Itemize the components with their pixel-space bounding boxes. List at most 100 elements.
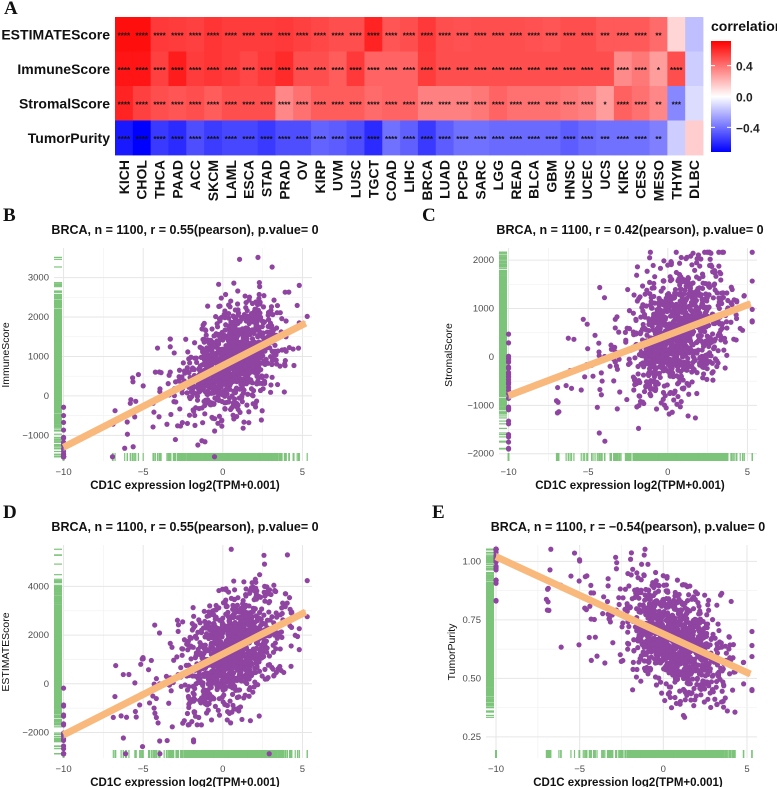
heatmap-cell bbox=[328, 86, 348, 121]
data-point bbox=[151, 409, 157, 415]
data-point bbox=[246, 294, 253, 300]
y-tick-label: 3000 bbox=[28, 273, 49, 284]
significance-stars: **** bbox=[403, 66, 416, 75]
significance-stars: **** bbox=[385, 135, 398, 144]
data-point bbox=[235, 312, 241, 318]
significance-stars: **** bbox=[296, 66, 309, 75]
data-point bbox=[232, 319, 238, 325]
heatmap-cell bbox=[168, 17, 187, 52]
heatmap-cell bbox=[578, 86, 597, 121]
heatmap-cell bbox=[631, 17, 650, 52]
significance-stars: **** bbox=[617, 135, 630, 144]
data-point bbox=[232, 307, 238, 313]
significance-stars: **** bbox=[634, 135, 647, 144]
data-point bbox=[211, 352, 217, 358]
significance-stars: **** bbox=[260, 100, 273, 109]
heatmap-cell bbox=[435, 17, 454, 52]
data-point bbox=[203, 332, 209, 338]
heatmap-cell bbox=[578, 120, 597, 156]
data-point bbox=[205, 346, 212, 353]
significance-stars: **** bbox=[118, 31, 131, 40]
data-point bbox=[210, 415, 216, 421]
heatmap-cell bbox=[311, 17, 330, 52]
data-point bbox=[177, 406, 183, 412]
heatmap-cell bbox=[542, 120, 561, 156]
heatmap-row-label: StromalScore bbox=[19, 95, 110, 111]
data-point bbox=[219, 423, 225, 429]
significance-stars: **** bbox=[510, 66, 523, 75]
data-point bbox=[205, 303, 211, 309]
data-point bbox=[158, 370, 164, 376]
data-point bbox=[274, 310, 280, 316]
heatmap-cell bbox=[328, 120, 348, 156]
data-point bbox=[173, 399, 179, 405]
significance-stars: * bbox=[603, 100, 607, 109]
data-point bbox=[255, 254, 261, 260]
legend-tick-label: 0.0 bbox=[736, 91, 753, 105]
y-tick-label: −1000 bbox=[22, 430, 49, 441]
significance-stars: **** bbox=[296, 100, 309, 109]
data-point bbox=[195, 442, 201, 448]
significance-stars: **** bbox=[153, 135, 166, 144]
heatmap-cell bbox=[400, 51, 419, 87]
data-point bbox=[186, 394, 193, 400]
heatmap-col-label: KIRP bbox=[312, 160, 328, 193]
data-point bbox=[286, 289, 292, 295]
data-point bbox=[257, 387, 264, 394]
significance-stars: **** bbox=[385, 66, 398, 75]
data-point bbox=[274, 381, 281, 388]
heatmap-cell bbox=[667, 51, 686, 87]
data-point bbox=[156, 414, 162, 420]
data-point bbox=[237, 328, 243, 334]
significance-stars: **** bbox=[171, 135, 184, 144]
significance-stars: ** bbox=[655, 31, 662, 40]
heatmap-cell bbox=[507, 51, 526, 87]
data-point bbox=[263, 373, 269, 379]
data-point bbox=[256, 291, 262, 298]
significance-stars: **** bbox=[296, 135, 309, 144]
significance-stars: **** bbox=[456, 31, 469, 40]
significance-stars: **** bbox=[367, 135, 380, 144]
significance-stars: **** bbox=[189, 31, 202, 40]
data-point bbox=[167, 344, 173, 350]
data-point bbox=[261, 319, 268, 325]
data-point bbox=[222, 308, 228, 314]
data-point bbox=[226, 323, 232, 329]
data-point bbox=[186, 412, 193, 418]
data-point bbox=[212, 343, 218, 349]
heatmap-cell bbox=[346, 17, 365, 52]
heatmap-cell bbox=[489, 120, 508, 156]
legend-colorbar bbox=[711, 41, 731, 152]
heatmap-cell bbox=[560, 120, 579, 156]
heatmap-cell bbox=[311, 86, 330, 121]
data-point bbox=[234, 301, 241, 307]
data-point bbox=[233, 403, 239, 409]
data-point bbox=[247, 327, 253, 334]
significance-stars: **** bbox=[421, 135, 434, 144]
data-point bbox=[269, 361, 275, 368]
heatmap-cell bbox=[578, 51, 597, 87]
heatmap-cell bbox=[667, 17, 686, 52]
data-point bbox=[207, 402, 213, 408]
data-point bbox=[267, 353, 274, 360]
significance-stars: **** bbox=[118, 66, 131, 75]
significance-stars: **** bbox=[528, 135, 541, 144]
significance-stars: **** bbox=[581, 100, 594, 109]
heatmap-cell bbox=[382, 17, 401, 52]
data-point bbox=[296, 282, 302, 288]
data-point bbox=[60, 435, 67, 441]
data-point bbox=[203, 327, 209, 334]
heatmap-cell bbox=[649, 120, 668, 156]
significance-stars: *** bbox=[600, 66, 610, 75]
significance-stars: **** bbox=[189, 135, 202, 144]
data-point bbox=[283, 318, 289, 324]
data-point bbox=[185, 349, 191, 355]
significance-stars: **** bbox=[456, 100, 469, 109]
significance-stars: **** bbox=[189, 100, 202, 109]
data-point bbox=[239, 371, 245, 377]
data-point bbox=[164, 421, 170, 427]
heatmap-row-label: TumorPurity bbox=[28, 130, 110, 146]
data-point bbox=[197, 344, 203, 350]
data-point bbox=[255, 332, 261, 339]
